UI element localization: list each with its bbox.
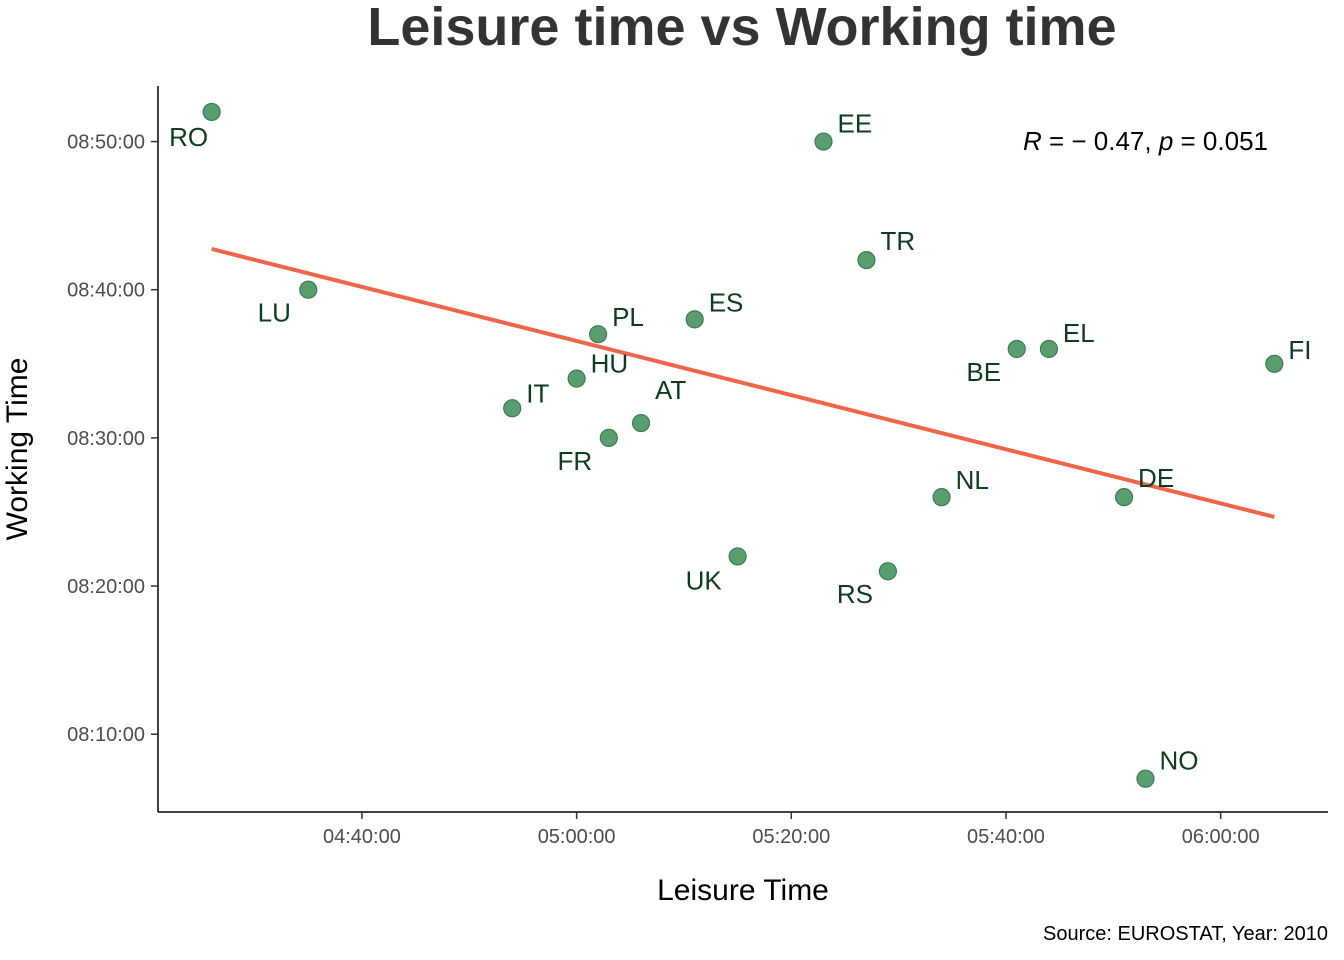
data-point-rs bbox=[878, 562, 898, 581]
point-label-fi: FI bbox=[1288, 335, 1311, 365]
chart-caption: Source: EUROSTAT, Year: 2010 bbox=[1043, 923, 1328, 945]
data-point-es bbox=[685, 310, 704, 329]
y-axis-title: Working Time bbox=[1, 358, 34, 541]
point-label-hu: HU bbox=[591, 349, 629, 379]
y-tick-label: 08:40:00 bbox=[67, 280, 145, 302]
plot-area: 04:40:00 05:00:00 05:20:00 05:40:00 06:00:00… bbox=[67, 86, 1328, 848]
correlation-annotation: R = − 0.47, p = 0.051 bbox=[1023, 126, 1268, 156]
y-axis-ticks: 08:10:00 08:20:00 08:30:00 08:40:00 08:50:00 bbox=[67, 132, 158, 746]
regression-line bbox=[211, 247, 1275, 519]
x-tick-label: 05:00:00 bbox=[538, 826, 616, 848]
annotation-r-value: = − 0.47, bbox=[1042, 126, 1159, 156]
point-label-no: NO bbox=[1160, 746, 1199, 776]
point-label-rs: RS bbox=[837, 579, 873, 609]
x-tick-label: 05:20:00 bbox=[752, 826, 830, 848]
data-point-at bbox=[631, 413, 651, 433]
regression-layer bbox=[211, 247, 1275, 519]
x-axis-title: Leisure Time bbox=[657, 874, 829, 907]
y-tick-label: 08:20:00 bbox=[67, 576, 145, 598]
annotation-p-symbol: p bbox=[1158, 126, 1173, 156]
y-tick-label: 08:10:00 bbox=[67, 724, 145, 746]
point-label-fr: FR bbox=[557, 446, 592, 476]
point-label-es: ES bbox=[709, 287, 744, 317]
data-point-uk bbox=[728, 547, 747, 566]
annotation-p-value: = 0.051 bbox=[1173, 126, 1268, 156]
annotation-r-symbol: R bbox=[1023, 126, 1042, 156]
point-label-pl: PL bbox=[612, 302, 644, 332]
chart-title: Leisure time vs Working time bbox=[367, 0, 1116, 57]
point-label-de: DE bbox=[1138, 463, 1174, 493]
data-point-tr bbox=[857, 250, 876, 270]
data-point-fr bbox=[599, 428, 618, 447]
point-label-be: BE bbox=[966, 357, 1001, 387]
point-labels-layer: RO LU IT HU PL FR AT ES UK EE TR RS NL BE EL DE NO FI bbox=[169, 109, 1311, 776]
point-label-el: EL bbox=[1063, 318, 1095, 348]
point-label-ro: RO bbox=[169, 122, 208, 152]
data-point-it bbox=[503, 399, 522, 418]
x-tick-label: 06:00:00 bbox=[1182, 826, 1260, 848]
data-point-hu bbox=[567, 369, 586, 388]
point-label-uk: UK bbox=[686, 565, 723, 595]
x-tick-label: 05:40:00 bbox=[967, 826, 1045, 848]
data-point-de bbox=[1114, 488, 1134, 507]
y-tick-label: 08:50:00 bbox=[67, 132, 145, 154]
point-label-it: IT bbox=[526, 378, 549, 408]
points-layer bbox=[202, 102, 1284, 788]
x-axis-ticks: 04:40:00 05:00:00 05:20:00 05:40:00 06:00:00 bbox=[323, 812, 1260, 848]
point-label-lu: LU bbox=[258, 298, 291, 328]
data-point-lu bbox=[299, 280, 318, 299]
data-point-fi bbox=[1265, 354, 1284, 373]
data-point-ro bbox=[202, 102, 221, 122]
data-point-pl bbox=[588, 325, 608, 344]
point-label-tr: TR bbox=[880, 226, 915, 256]
point-label-at: AT bbox=[655, 375, 686, 405]
data-point-el bbox=[1039, 339, 1059, 359]
x-tick-label: 04:40:00 bbox=[323, 826, 401, 848]
point-label-ee: EE bbox=[838, 109, 873, 139]
point-label-nl: NL bbox=[956, 465, 989, 495]
data-point-ee bbox=[814, 132, 833, 151]
data-point-no bbox=[1136, 769, 1155, 788]
y-tick-label: 08:30:00 bbox=[67, 428, 145, 450]
data-point-be bbox=[1007, 339, 1026, 359]
data-point-nl bbox=[932, 488, 951, 507]
